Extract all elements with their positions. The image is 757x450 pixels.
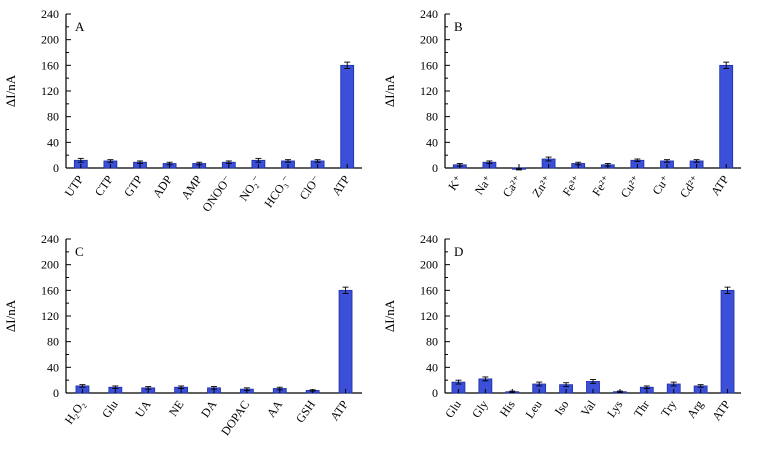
y-tick-label: 200 bbox=[41, 33, 59, 47]
x-tick-label: NO₂⁻ bbox=[236, 173, 263, 204]
chart-panel-c: 0 40 80 120 160 200 240 ΔI/nA C H₂O₂ Glu UA NE DA DOPA… bbox=[0, 225, 379, 450]
x-tick-label: Val bbox=[577, 397, 598, 419]
x-tick-label: Gly bbox=[469, 398, 491, 421]
chart-panel-b: 0 40 80 120 160 200 240 ΔI/nA B K⁺ Na⁺ Ca²⁺ Zn²⁺ Fe³⁺… bbox=[379, 0, 757, 225]
x-tick-label: DA bbox=[198, 397, 220, 420]
x-tick-label: Thr bbox=[630, 398, 651, 420]
y-tick-label: 80 bbox=[47, 110, 59, 124]
x-tick-label: Fe³⁺ bbox=[559, 173, 583, 199]
x-tick-label: Fe²⁺ bbox=[589, 173, 613, 199]
x-tick-label: DOPAC bbox=[218, 398, 252, 438]
x-tick-label: UA bbox=[132, 397, 154, 420]
bar bbox=[718, 64, 733, 169]
bar-chart: 0 40 80 120 160 200 240 ΔI/nA D Glu Gly His Leu Iso Va… bbox=[382, 232, 741, 423]
x-tick-label: Leu bbox=[522, 398, 544, 421]
y-tick-label: 80 bbox=[47, 335, 59, 349]
y-tick-label: 160 bbox=[420, 283, 438, 297]
chart-panel-d: 0 40 80 120 160 200 240 ΔI/nA D Glu Gly His Leu Iso Va… bbox=[379, 225, 757, 450]
y-tick-label: 120 bbox=[420, 84, 438, 98]
x-tick-label: ONOO⁻ bbox=[199, 173, 234, 215]
panel-label: A bbox=[75, 19, 85, 34]
panel-label: C bbox=[75, 244, 84, 259]
y-tick-label: 0 bbox=[432, 386, 438, 400]
x-tick-label: NE bbox=[166, 398, 187, 419]
y-axis-title: ΔI/nA bbox=[382, 299, 397, 332]
x-tick-label: GTP bbox=[121, 172, 146, 199]
x-tick-label: Arg bbox=[684, 398, 706, 421]
y-tick-label: 0 bbox=[432, 161, 438, 175]
y-tick-label: 0 bbox=[53, 161, 59, 175]
y-tick-label: 160 bbox=[41, 58, 59, 72]
bar-chart: 0 40 80 120 160 200 240 ΔI/nA C H₂O₂ Glu UA NE DADOPA… bbox=[3, 232, 362, 438]
x-tick-label: ATP bbox=[327, 397, 351, 423]
x-tick-label: K⁺ bbox=[445, 173, 465, 193]
x-tick-label: ClO⁻ bbox=[296, 173, 323, 203]
y-tick-label: 80 bbox=[426, 335, 438, 349]
x-tick-label: Zn²⁺ bbox=[529, 173, 554, 200]
x-tick-label: GSH bbox=[293, 397, 318, 425]
x-tick-label: Glu bbox=[99, 398, 121, 421]
x-tick-label: ATP bbox=[709, 397, 733, 423]
y-tick-label: 200 bbox=[41, 258, 59, 272]
y-tick-label: 200 bbox=[420, 258, 438, 272]
x-tick-label: HCO₃⁻ bbox=[261, 173, 293, 210]
chart-panel-a: 0 40 80 120 160 200 240 ΔI/nA A UTP CTP GTP ADP AMP ON… bbox=[0, 0, 379, 225]
x-tick-label: Try bbox=[658, 398, 679, 420]
x-tick-label: Glu bbox=[442, 398, 464, 421]
x-tick-label: Lys bbox=[603, 397, 625, 420]
x-tick-label: Na⁺ bbox=[471, 173, 494, 198]
y-tick-label: 120 bbox=[41, 309, 59, 323]
y-tick-label: 240 bbox=[41, 232, 59, 246]
y-tick-label: 40 bbox=[47, 135, 59, 149]
x-tick-label: H₂O₂ bbox=[62, 398, 88, 427]
x-tick-label: CTP bbox=[92, 172, 116, 198]
x-tick-label: Iso bbox=[551, 398, 571, 418]
x-tick-label: Ca²⁺ bbox=[499, 173, 524, 200]
y-tick-label: 0 bbox=[53, 386, 59, 400]
y-tick-label: 80 bbox=[426, 110, 438, 124]
panel-label: D bbox=[454, 244, 463, 259]
y-tick-label: 120 bbox=[41, 84, 59, 98]
y-tick-label: 160 bbox=[420, 58, 438, 72]
y-axis-title: ΔI/nA bbox=[3, 74, 18, 107]
bar-chart: 0 40 80 120 160 200 240 ΔI/nA B K⁺ Na⁺ Ca²⁺ Zn²⁺ Fe³⁺… bbox=[382, 7, 741, 201]
x-tick-label: ADP bbox=[150, 172, 175, 200]
bar bbox=[340, 64, 355, 169]
y-tick-label: 120 bbox=[420, 309, 438, 323]
x-tick-label: ATP bbox=[329, 172, 353, 198]
y-tick-label: 160 bbox=[41, 283, 59, 297]
y-axis-title: ΔI/nA bbox=[3, 299, 18, 332]
x-tick-label: Cu²⁺ bbox=[617, 173, 642, 201]
y-tick-label: 40 bbox=[47, 360, 59, 374]
y-tick-label: 200 bbox=[420, 33, 438, 47]
y-tick-label: 240 bbox=[41, 7, 59, 21]
y-tick-label: 240 bbox=[420, 232, 438, 246]
y-axis-title: ΔI/nA bbox=[382, 74, 397, 107]
y-tick-label: 40 bbox=[426, 135, 438, 149]
bar-chart: 0 40 80 120 160 200 240 ΔI/nA A UTP CTP GTP ADP AMPON… bbox=[3, 7, 362, 215]
x-tick-label: Cd²⁺ bbox=[676, 173, 701, 201]
x-tick-label: AA bbox=[264, 397, 286, 420]
bar bbox=[338, 289, 353, 394]
x-tick-label: AMP bbox=[178, 172, 205, 202]
x-tick-label: UTP bbox=[62, 172, 87, 199]
panel-label: B bbox=[454, 19, 463, 34]
y-tick-label: 40 bbox=[426, 360, 438, 374]
x-tick-label: ATP bbox=[707, 172, 731, 198]
x-tick-label: His bbox=[496, 397, 517, 419]
bar bbox=[720, 289, 734, 394]
x-tick-label: Cu⁺ bbox=[649, 173, 672, 198]
y-tick-label: 240 bbox=[420, 7, 438, 21]
